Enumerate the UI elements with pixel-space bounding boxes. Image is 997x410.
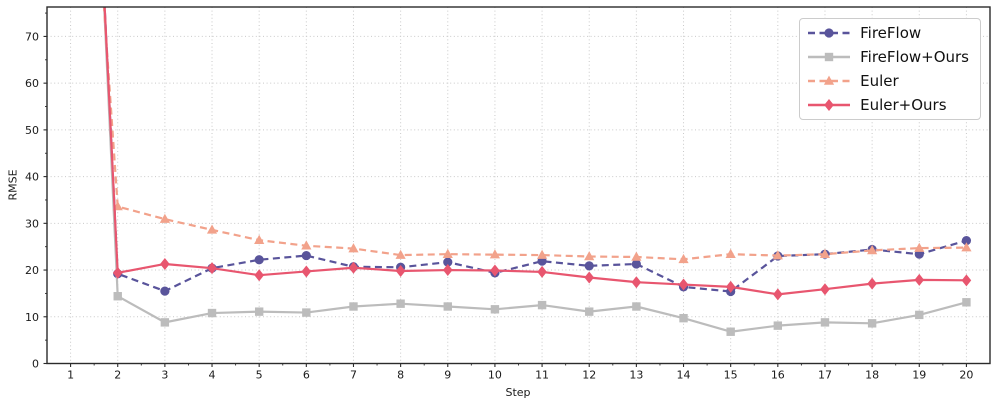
svg-text:7: 7 [350, 369, 357, 382]
fireflow-line-sample-icon [808, 28, 851, 38]
fireflow-ours-line-sample-icon [808, 52, 851, 62]
svg-text:10: 10 [488, 369, 502, 382]
legend-item-fireflow: FireFlow [808, 21, 969, 45]
svg-text:14: 14 [677, 369, 691, 382]
svg-text:15: 15 [724, 369, 738, 382]
svg-text:3: 3 [161, 369, 168, 382]
svg-text:17: 17 [818, 369, 832, 382]
svg-text:12: 12 [582, 369, 596, 382]
svg-text:10: 10 [25, 311, 39, 324]
legend: FireFlow FireFlow+Ours Euler Euler+Ours [799, 18, 981, 120]
series-fireflow-plus-ours [103, 7, 971, 336]
svg-text:6: 6 [303, 369, 310, 382]
euler-line-sample-icon [808, 75, 851, 85]
legend-label-euler: Euler [860, 72, 899, 90]
svg-text:30: 30 [25, 217, 39, 230]
svg-text:60: 60 [25, 77, 39, 90]
svg-text:11: 11 [535, 369, 549, 382]
legend-label-fireflow-ours: FireFlow+Ours [860, 48, 969, 66]
svg-text:8: 8 [397, 369, 404, 382]
svg-text:0: 0 [32, 358, 39, 371]
tick-labels: 1 2 3 4 5 6 7 8 9 10 11 12 13 14 15 16 17 18 19 20010203040… [25, 30, 973, 381]
legend-item-euler: Euler [808, 69, 969, 93]
svg-text:5: 5 [256, 369, 263, 382]
euler-ours-line-sample-icon [808, 99, 851, 111]
y-axis-label: RMSE [6, 169, 20, 201]
svg-text:19: 19 [912, 369, 926, 382]
svg-text:13: 13 [629, 369, 643, 382]
plot-border [46, 6, 991, 365]
svg-text:20: 20 [25, 264, 39, 277]
svg-text:20: 20 [959, 369, 973, 382]
legend-label-euler-ours: Euler+Ours [860, 96, 947, 114]
legend-item-euler-ours: Euler+Ours [808, 93, 969, 117]
series-euler-plus-ours [103, 7, 972, 301]
series-euler [102, 7, 972, 264]
svg-text:70: 70 [25, 30, 39, 43]
svg-text:1: 1 [67, 369, 74, 382]
svg-text:16: 16 [771, 369, 785, 382]
legend-item-fireflow-ours: FireFlow+Ours [808, 45, 969, 69]
svg-text:4: 4 [209, 369, 216, 382]
svg-text:40: 40 [25, 171, 39, 184]
svg-text:50: 50 [25, 124, 39, 137]
svg-text:2: 2 [114, 369, 121, 382]
legend-label-fireflow: FireFlow [860, 24, 922, 42]
svg-text:9: 9 [444, 369, 451, 382]
svg-text:18: 18 [865, 369, 879, 382]
x-axis-label: Step [505, 386, 531, 399]
